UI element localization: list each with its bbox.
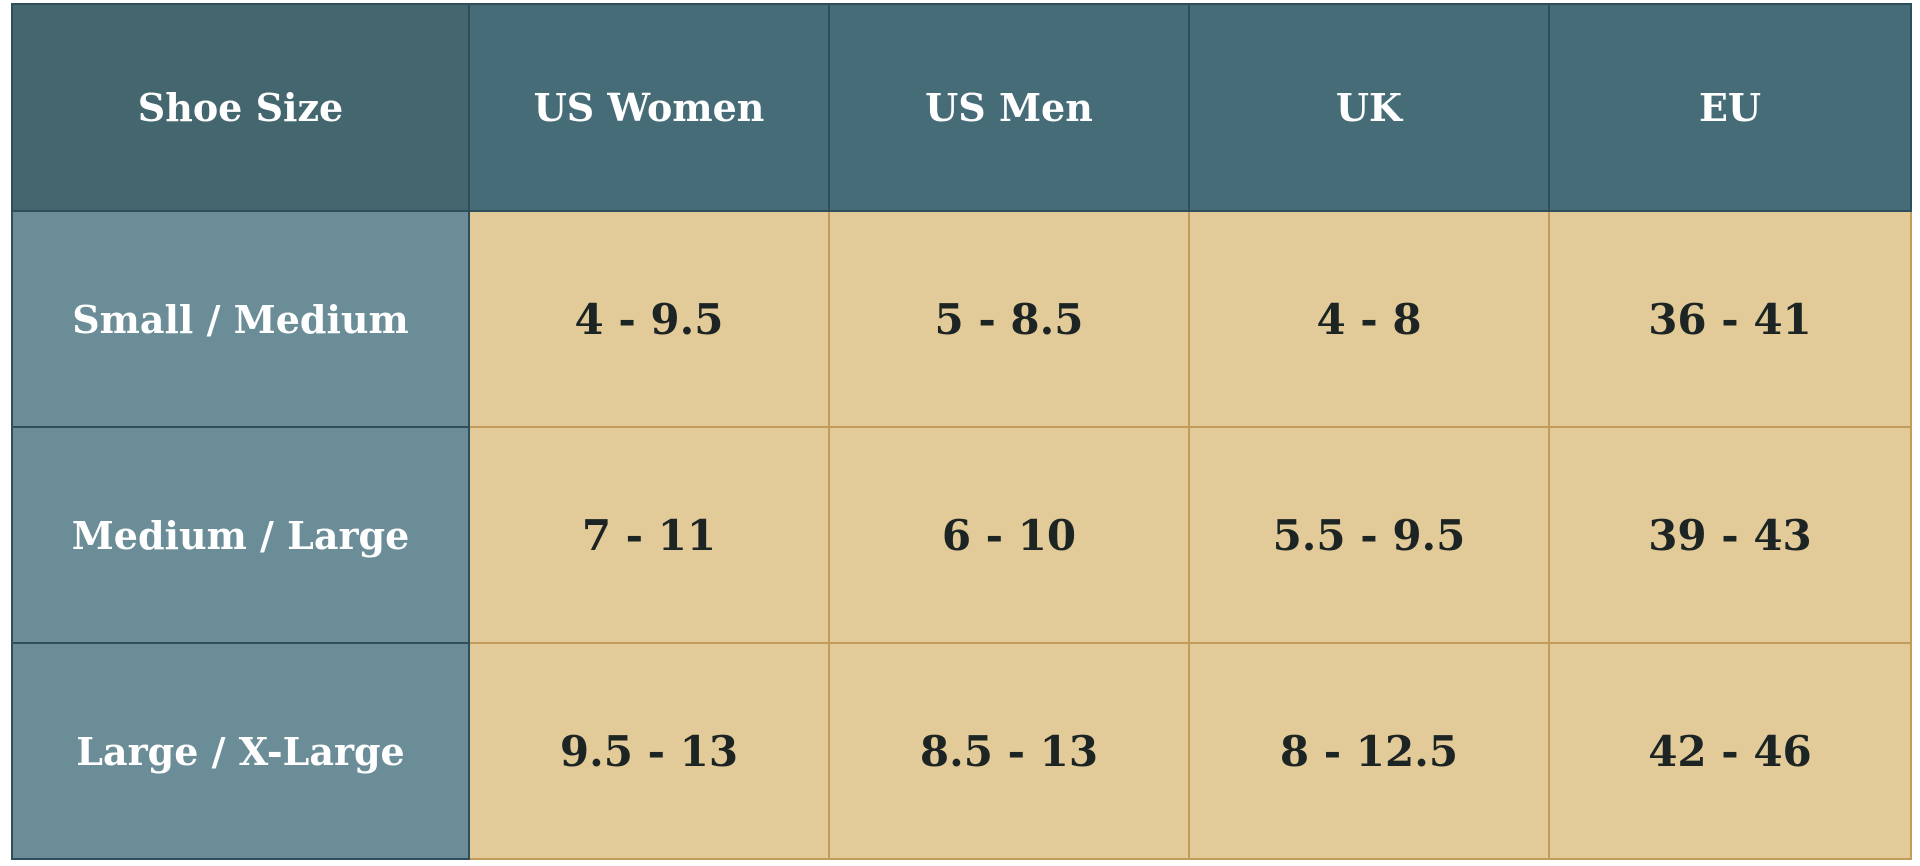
- row-label: Large / X-Large: [11, 642, 470, 860]
- size-cell: 5.5 - 9.5: [1188, 426, 1550, 644]
- size-table: Shoe Size US Women US Men UK EU Small / …: [11, 3, 1912, 860]
- row-label: Small / Medium: [11, 210, 470, 428]
- size-cell: 4 - 9.5: [468, 210, 830, 428]
- size-cell: 8 - 12.5: [1188, 642, 1550, 860]
- row-label: Medium / Large: [11, 426, 470, 644]
- header-cell: UK: [1188, 3, 1550, 212]
- header-cell: US Men: [828, 3, 1190, 212]
- table-body: Small / Medium 4 - 9.5 5 - 8.5 4 - 8 36 - 41…: [11, 210, 1912, 860]
- table-row: Large / X-Large 9.5 - 13 8.5 - 13 8 - 12.5 4…: [11, 642, 1912, 860]
- size-cell: 39 - 43: [1548, 426, 1912, 644]
- size-cell: 7 - 11: [468, 426, 830, 644]
- size-cell: 42 - 46: [1548, 642, 1912, 860]
- size-cell: 36 - 41: [1548, 210, 1912, 428]
- size-cell: 4 - 8: [1188, 210, 1550, 428]
- size-cell: 5 - 8.5: [828, 210, 1190, 428]
- table-row: Small / Medium 4 - 9.5 5 - 8.5 4 - 8 36 - 41: [11, 210, 1912, 428]
- header-cell: EU: [1548, 3, 1912, 212]
- header-cell: Shoe Size: [11, 3, 470, 212]
- size-cell: 6 - 10: [828, 426, 1190, 644]
- size-cell: 9.5 - 13: [468, 642, 830, 860]
- header-row: Shoe Size US Women US Men UK EU: [11, 3, 1912, 212]
- size-cell: 8.5 - 13: [828, 642, 1190, 860]
- header-cell: US Women: [468, 3, 830, 212]
- table-row: Medium / Large 7 - 11 6 - 10 5.5 - 9.5 39 - …: [11, 426, 1912, 644]
